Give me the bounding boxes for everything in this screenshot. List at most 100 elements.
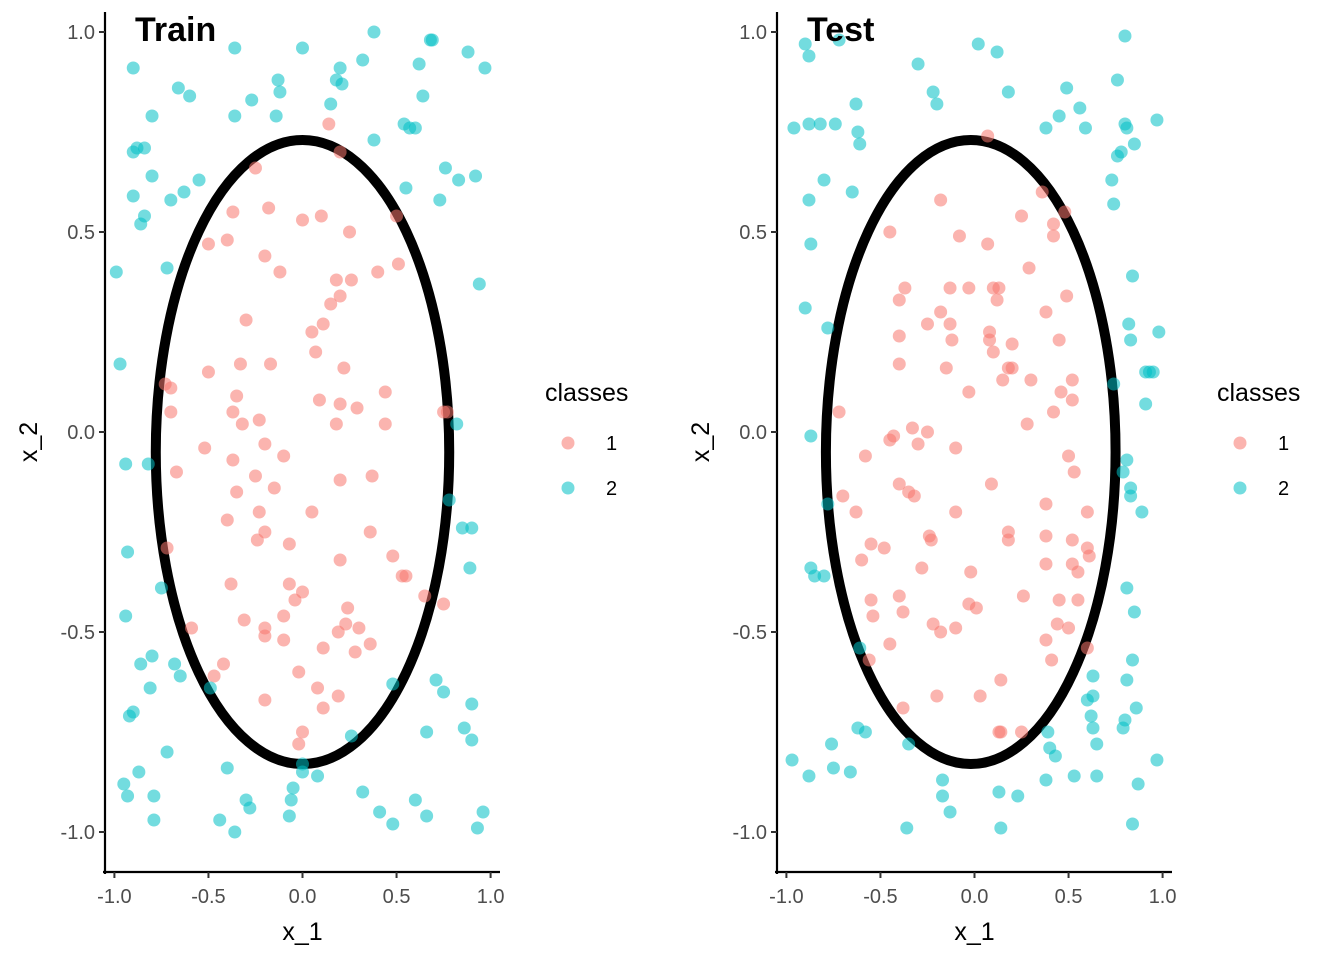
point-class-1 bbox=[892, 329, 906, 343]
point-class-2 bbox=[1152, 325, 1166, 339]
point-class-2 bbox=[408, 121, 422, 135]
point-class-2 bbox=[1067, 769, 1081, 783]
point-class-1 bbox=[248, 469, 262, 483]
point-class-2 bbox=[442, 493, 456, 507]
point-class-1 bbox=[1065, 533, 1079, 547]
series-class-1 bbox=[158, 117, 454, 751]
point-class-1 bbox=[282, 537, 296, 551]
point-class-1 bbox=[949, 621, 963, 635]
x-tick-label: 0.0 bbox=[961, 886, 989, 908]
point-class-2 bbox=[1120, 673, 1134, 687]
point-class-2 bbox=[126, 189, 140, 203]
point-class-2 bbox=[804, 429, 818, 443]
point-class-2 bbox=[138, 141, 151, 155]
point-class-1 bbox=[920, 425, 934, 439]
point-class-2 bbox=[113, 357, 127, 371]
series-class-2 bbox=[109, 25, 492, 839]
point-class-1 bbox=[1047, 405, 1060, 419]
y-tick-label: 1.0 bbox=[739, 22, 767, 44]
point-class-2 bbox=[826, 761, 840, 775]
y-tick-label: -1.0 bbox=[733, 822, 767, 844]
point-class-1 bbox=[267, 481, 281, 495]
point-class-1 bbox=[1054, 385, 1068, 399]
point-class-2 bbox=[429, 673, 443, 687]
point-class-2 bbox=[160, 745, 174, 759]
point-class-1 bbox=[1039, 633, 1053, 647]
point-class-1 bbox=[962, 385, 976, 399]
point-class-2 bbox=[971, 37, 985, 51]
point-class-1 bbox=[248, 161, 262, 175]
point-class-1 bbox=[1022, 261, 1036, 275]
point-class-1 bbox=[1005, 361, 1019, 375]
point-class-1 bbox=[164, 381, 178, 395]
point-class-1 bbox=[363, 525, 377, 539]
point-class-2 bbox=[936, 773, 950, 787]
point-class-1 bbox=[309, 345, 323, 359]
x-axis-title: x_1 bbox=[954, 918, 994, 946]
point-class-2 bbox=[470, 821, 484, 835]
point-class-1 bbox=[350, 401, 364, 415]
point-class-2 bbox=[296, 765, 309, 779]
point-class-1 bbox=[939, 361, 953, 375]
point-class-1 bbox=[915, 561, 929, 575]
legend-label-2: 2 bbox=[1278, 478, 1289, 500]
point-class-2 bbox=[147, 813, 161, 827]
point-class-2 bbox=[228, 109, 242, 123]
point-class-1 bbox=[949, 441, 963, 455]
point-class-1 bbox=[1052, 333, 1066, 347]
point-class-2 bbox=[173, 669, 187, 683]
point-class-2 bbox=[849, 97, 863, 111]
point-class-2 bbox=[1120, 121, 1134, 135]
legend-test: classes 1 2 bbox=[1217, 379, 1300, 500]
legend-label-2: 2 bbox=[606, 478, 617, 500]
point-class-1 bbox=[329, 417, 343, 431]
point-class-2 bbox=[147, 789, 161, 803]
point-class-2 bbox=[1001, 85, 1015, 99]
point-class-2 bbox=[808, 569, 822, 583]
point-class-2 bbox=[117, 777, 131, 791]
point-class-2 bbox=[121, 545, 135, 559]
point-class-1 bbox=[892, 589, 906, 603]
point-class-2 bbox=[119, 457, 133, 471]
point-class-1 bbox=[896, 701, 910, 715]
point-class-1 bbox=[252, 413, 266, 427]
x-tick-label: 0.5 bbox=[1055, 886, 1083, 908]
point-class-1 bbox=[296, 725, 309, 739]
point-class-2 bbox=[472, 277, 486, 291]
point-class-2 bbox=[335, 77, 349, 91]
point-class-2 bbox=[853, 137, 867, 151]
point-class-1 bbox=[962, 281, 976, 295]
point-class-1 bbox=[258, 629, 272, 643]
point-class-2 bbox=[943, 805, 957, 819]
point-class-1 bbox=[943, 317, 957, 331]
point-class-1 bbox=[339, 617, 353, 631]
y-tick-label: 0.5 bbox=[739, 222, 767, 244]
point-class-1 bbox=[934, 625, 948, 639]
panel-title: Test bbox=[807, 11, 874, 49]
train-panel: -1.0 -0.5 0.0 0.5 1.0 -1.0 -0.5 0.0 0.5 1.0 x_1 x_2… bbox=[15, 11, 505, 946]
point-class-1 bbox=[198, 441, 212, 455]
point-class-1 bbox=[230, 389, 244, 403]
point-class-2 bbox=[1116, 465, 1130, 479]
series-class-2 bbox=[785, 29, 1166, 835]
point-class-2 bbox=[145, 169, 159, 183]
point-class-1 bbox=[1035, 185, 1049, 199]
test-panel: -1.0 -0.5 0.0 0.5 1.0 -1.0 -0.5 0.0 0.5 1.0 x_1 x_2… bbox=[687, 11, 1177, 946]
point-class-1 bbox=[386, 549, 400, 563]
point-class-2 bbox=[1107, 197, 1121, 211]
point-class-1 bbox=[220, 513, 234, 527]
point-class-2 bbox=[452, 173, 466, 187]
legend-key-1 bbox=[561, 436, 575, 450]
point-class-2 bbox=[845, 185, 859, 199]
point-class-1 bbox=[316, 641, 330, 655]
point-class-2 bbox=[851, 125, 865, 139]
point-class-1 bbox=[277, 609, 291, 623]
point-class-1 bbox=[230, 485, 244, 499]
point-class-2 bbox=[286, 781, 300, 795]
point-class-2 bbox=[1150, 753, 1164, 767]
point-class-1 bbox=[981, 237, 995, 251]
point-class-2 bbox=[433, 193, 447, 207]
point-class-2 bbox=[478, 61, 492, 75]
point-class-2 bbox=[821, 497, 835, 511]
